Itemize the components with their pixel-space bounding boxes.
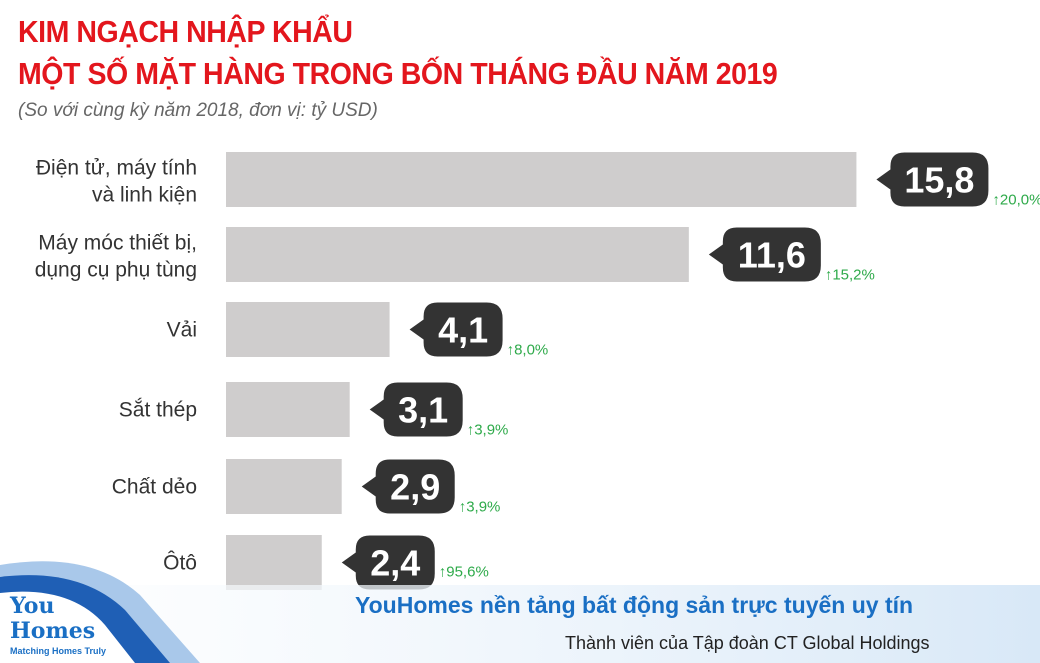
chart-subtitle: (So với cùng kỳ năm 2018, đơn vị: tỷ USD… xyxy=(18,100,378,121)
value-callout xyxy=(409,302,503,357)
footer-member: Thành viên của Tập đoàn CT Global Holdin… xyxy=(565,633,930,653)
category-label: Vải xyxy=(167,319,197,342)
chart-title-line1: KIM NGẠCH NHẬP KHẨU xyxy=(18,14,353,49)
bar-chart: Điện tử, máy tính và linh kiện 15,8 ↑20,0% M… xyxy=(35,152,1040,590)
value-label: 3,1 xyxy=(398,390,448,431)
growth-label: ↑3,9% xyxy=(459,499,501,516)
category-label: dụng cụ phụ tùng xyxy=(35,259,197,282)
growth-label: ↑15,2% xyxy=(825,267,875,284)
category-label: Ôtô xyxy=(163,552,197,575)
bar xyxy=(226,535,322,590)
category-label: Chất dẻo xyxy=(112,476,197,499)
logo-tagline: Matching Homes Truly xyxy=(10,646,107,656)
category-label: Máy móc thiết bị, xyxy=(38,232,197,255)
value-label: 2,9 xyxy=(390,467,440,508)
chart-title-line2: MỘT SỐ MẶT HÀNG TRONG BỐN THÁNG ĐẦU NĂM … xyxy=(18,56,778,91)
logo-text-1: You xyxy=(10,593,55,619)
value-callout xyxy=(876,152,989,207)
growth-label: ↑20,0% xyxy=(992,192,1040,209)
growth-label: ↑3,9% xyxy=(467,422,509,439)
category-label: và linh kiện xyxy=(92,184,197,207)
value-callout xyxy=(369,382,463,437)
value-label: 2,4 xyxy=(370,543,420,584)
growth-label: ↑8,0% xyxy=(507,342,549,359)
category-label: Sắt thép xyxy=(119,399,197,422)
footer-slogan: YouHomes nền tảng bất động sản trực tuyế… xyxy=(355,592,914,618)
footer-background xyxy=(0,561,1040,663)
value-callout xyxy=(708,227,821,282)
value-label: 11,6 xyxy=(738,235,806,276)
youhomes-logo: You Homes Matching Homes Truly xyxy=(10,594,106,657)
category-label: Điện tử, máy tính xyxy=(36,157,197,180)
growth-label: ↑95,6% xyxy=(439,564,489,581)
bar xyxy=(226,459,342,514)
value-callout xyxy=(341,535,435,590)
value-label: 4,1 xyxy=(438,310,488,351)
bar xyxy=(226,227,689,282)
logo-text-2: Homes xyxy=(10,618,96,644)
bar xyxy=(226,302,390,357)
bar xyxy=(226,382,350,437)
value-label: 15,8 xyxy=(904,160,974,201)
bar xyxy=(226,152,857,207)
value-callout xyxy=(361,459,455,514)
